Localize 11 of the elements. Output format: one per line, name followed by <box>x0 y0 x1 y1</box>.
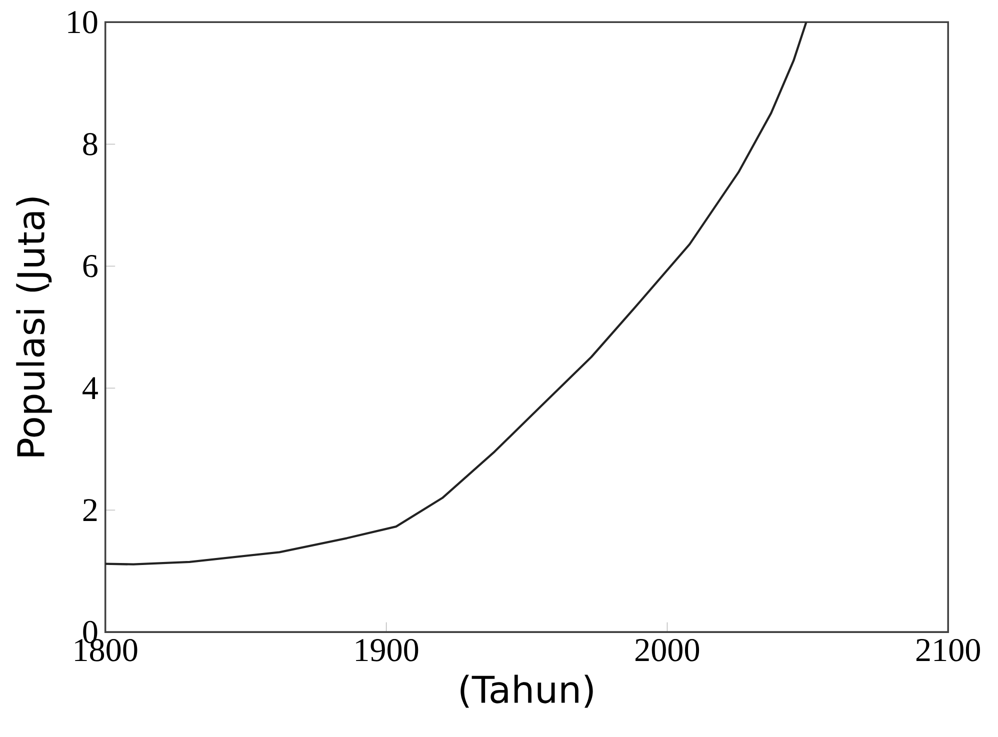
x-tick-label: 2100 <box>916 638 980 662</box>
y-tick-label: 10 <box>68 10 98 34</box>
x-tick-label: 2000 <box>636 638 700 662</box>
y-axis-title: Populasi (Juta) <box>16 197 52 456</box>
x-axis-title: (Tahun) <box>460 674 593 708</box>
line-series <box>105 22 808 566</box>
y-tick-label: 6 <box>83 254 98 278</box>
y-tick-label: 8 <box>83 132 98 156</box>
y-tick-label: 4 <box>82 377 98 399</box>
x-tick-label: 1900 <box>356 638 418 662</box>
y-tick-label: 2 <box>83 498 97 521</box>
